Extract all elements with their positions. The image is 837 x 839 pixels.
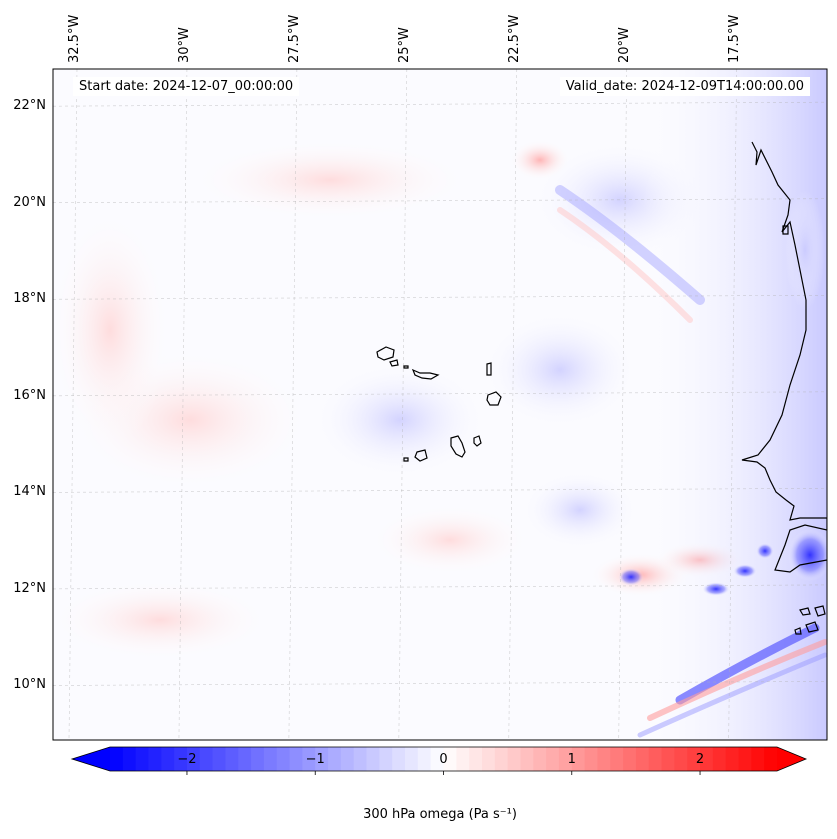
colorbar-tick-label: 1	[567, 752, 576, 767]
lon-tick-label: 30°W	[176, 27, 192, 63]
island-fogo	[414, 449, 428, 462]
lon-gridline	[68, 69, 78, 740]
omega-neg-region	[310, 360, 490, 480]
island-boa-vista	[486, 391, 502, 406]
lon-tick-label: 27.5°W	[286, 14, 302, 63]
lon-gridline	[178, 69, 188, 740]
colorbar-label: 300 hPa omega (Pa s⁻¹)	[363, 807, 517, 822]
omega-field	[53, 69, 827, 740]
omega-neg-streak	[675, 623, 820, 705]
colorbar-tick-label: 2	[695, 752, 705, 767]
omega-pos-region	[190, 140, 470, 220]
island-maio	[473, 435, 482, 447]
lat-tick-label: 16°N	[13, 387, 46, 403]
lat-tick-label: 18°N	[13, 291, 46, 307]
omega-pos-region	[53, 210, 170, 450]
colorbar-tick-label: −2	[177, 752, 197, 767]
lon-tick-label: 20°W	[616, 27, 632, 63]
valid-date-label: Valid_date: 2024-12-09T14:00:00.00	[559, 77, 810, 96]
omega-pos-streak	[647, 639, 827, 721]
lon-tick-label: 17.5°W	[726, 14, 742, 63]
omega-pos-region	[53, 580, 270, 660]
omega-neg-streak	[637, 652, 827, 738]
lat-tick-label: 22°N	[13, 98, 46, 114]
gridlines	[53, 69, 827, 740]
island-dakhla	[782, 225, 789, 235]
omega-pos-streak	[557, 207, 693, 323]
island-brava	[403, 457, 409, 462]
omega-neg-streak	[555, 185, 705, 305]
lon-tick-label: 25°W	[396, 27, 412, 63]
omega-neg-cell	[756, 543, 774, 559]
coastline	[376, 141, 827, 635]
lon-gridline	[288, 69, 298, 740]
colorbar-tick-label: −1	[305, 752, 325, 767]
omega-neg-cell	[788, 529, 827, 581]
lon-gridline	[728, 69, 737, 740]
omega-neg-band-east	[640, 69, 827, 740]
omega-neg-cell	[618, 568, 644, 586]
lat-tick-label: 14°N	[13, 484, 46, 500]
lat-tick-label: 10°N	[13, 677, 46, 693]
omega-neg-cell	[702, 582, 730, 596]
lon-gridline	[398, 69, 408, 740]
start-date-label: Start date: 2024-12-07_00:00:00	[73, 77, 300, 96]
lon-gridline	[618, 69, 628, 740]
african-coastline	[741, 141, 827, 573]
omega-neg-cell	[733, 564, 757, 578]
lon-tick-label: 22.5°W	[506, 14, 522, 63]
island-bissagos-4	[794, 627, 802, 635]
map-frame	[52, 68, 828, 741]
omega-pos-region	[370, 505, 530, 575]
island-sao-nicolau	[411, 368, 440, 380]
lon-gridline	[508, 69, 518, 740]
island-bissagos-3	[814, 605, 826, 617]
lat-tick-label: 20°N	[13, 194, 46, 210]
omega-neg-region	[520, 470, 640, 550]
island-sal	[486, 362, 492, 376]
colorbar-tick-label: 0	[439, 752, 448, 767]
island-santa-luzia	[403, 365, 409, 369]
lat-tick-label: 12°N	[13, 580, 46, 596]
island-santo-antao	[376, 346, 395, 361]
omega-neg-cell	[785, 190, 825, 310]
omega-neg-region	[480, 310, 640, 430]
island-bissagos-1	[799, 607, 811, 616]
lon-tick-label: 32.5°W	[66, 14, 82, 63]
island-bissagos-2	[805, 621, 819, 633]
island-santiago	[450, 435, 466, 458]
island-sao-vicente	[389, 359, 399, 367]
